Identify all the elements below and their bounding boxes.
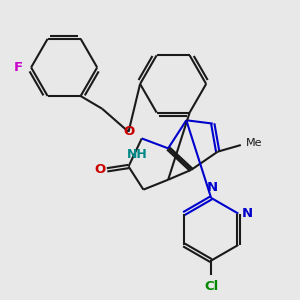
Text: Cl: Cl — [204, 280, 218, 293]
Text: N: N — [242, 207, 254, 220]
Text: NH: NH — [126, 148, 147, 161]
Text: N: N — [207, 181, 218, 194]
Text: Me: Me — [246, 138, 262, 148]
Text: O: O — [95, 163, 106, 176]
Text: F: F — [14, 61, 23, 74]
Text: O: O — [123, 125, 134, 138]
